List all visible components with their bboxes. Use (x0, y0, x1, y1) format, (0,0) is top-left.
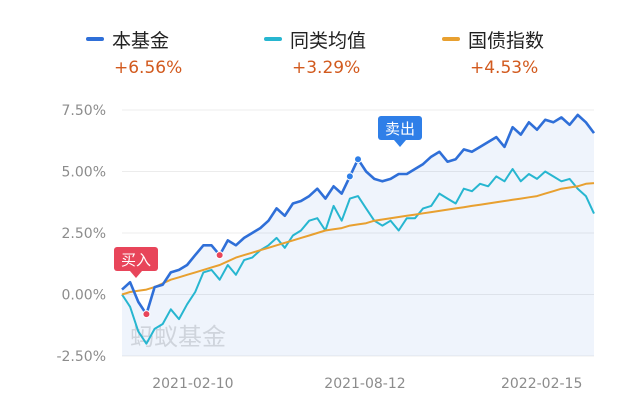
legend-fund-name: 本基金 (112, 29, 170, 52)
sell-tag-pointer (394, 140, 406, 147)
y-tick-label: 0.00% (62, 288, 106, 304)
legend-peer-name: 同类均值 (290, 29, 367, 52)
legend-bond-index[interactable]: 国债指数 +4.53% (442, 26, 544, 78)
legend-fund-return: +6.56% (114, 58, 183, 78)
y-tick-label: -2.50% (56, 349, 106, 365)
legend-peer-average[interactable]: 同类均值 +3.29% (264, 26, 366, 78)
buy-point (142, 310, 151, 319)
sell-point (354, 155, 362, 164)
buy-tag-label: 买入 (121, 251, 151, 269)
buy-point (215, 251, 224, 260)
buy-tag-pointer (130, 271, 142, 278)
sell-tag[interactable]: 卖出 (378, 116, 422, 147)
line-swatch-icon (264, 37, 282, 41)
series-line-peer-average (121, 168, 595, 345)
legend-peer-return: +3.29% (292, 58, 361, 78)
fund-area-fill (122, 114, 594, 357)
legend-fund[interactable]: 本基金 +6.56% (86, 26, 182, 78)
legend-bond-return: +4.53% (470, 58, 539, 78)
line-swatch-icon (442, 37, 460, 41)
y-tick-label: 7.50% (62, 103, 106, 119)
y-tick-label: 2.50% (62, 226, 106, 242)
x-tick-label: 2021-08-12 (324, 376, 405, 392)
sell-point (345, 172, 354, 181)
series-line-bond-index (121, 182, 595, 296)
x-tick-label: 2022-02-15 (501, 376, 582, 392)
buy-tag-box (114, 247, 158, 271)
legend-bond-name: 国债指数 (468, 29, 545, 52)
watermark: 蚂蚁基金 (130, 323, 226, 351)
line-swatch-icon (86, 37, 104, 41)
sell-tag-box (378, 116, 422, 140)
x-tick-label: 2021-02-10 (152, 376, 233, 392)
buy-tag[interactable]: 买入 (114, 247, 158, 278)
sell-tag-label: 卖出 (385, 120, 415, 138)
y-tick-label: 5.00% (62, 165, 106, 181)
